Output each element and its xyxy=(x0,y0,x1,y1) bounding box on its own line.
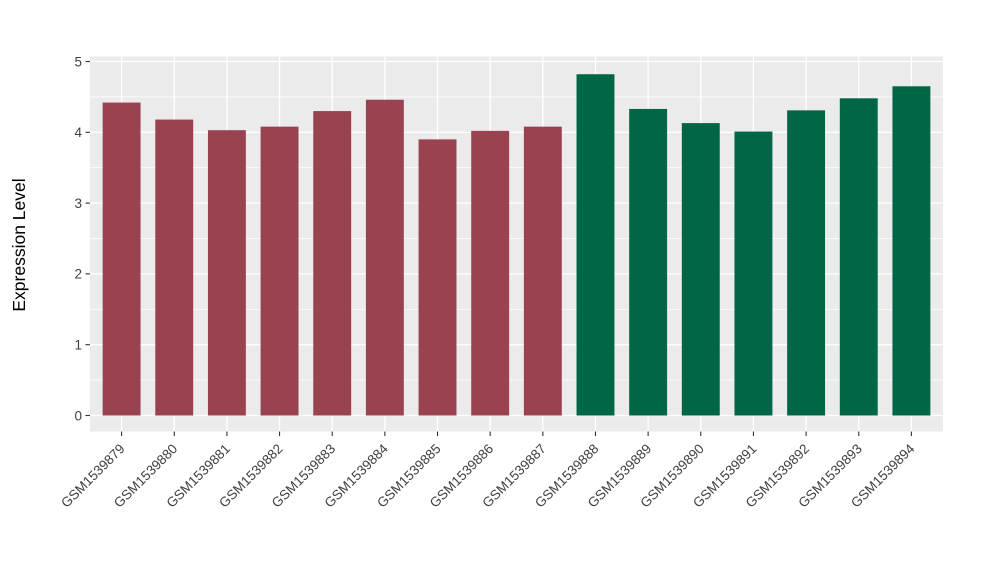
y-tick-label: 4 xyxy=(74,125,82,140)
bar-GSM1539886 xyxy=(471,130,510,416)
bar-GSM1539882 xyxy=(260,126,299,416)
y-tick-label: 2 xyxy=(74,267,82,282)
y-tick-label: 3 xyxy=(74,196,82,211)
bar-GSM1539894 xyxy=(892,86,931,416)
bar-GSM1539890 xyxy=(681,123,720,416)
bar-GSM1539880 xyxy=(155,119,194,416)
bar-GSM1539881 xyxy=(207,130,246,416)
bar-GSM1539883 xyxy=(313,111,352,416)
bar-GSM1539889 xyxy=(629,108,668,416)
bar-GSM1539893 xyxy=(839,98,878,416)
y-tick-label: 0 xyxy=(74,408,82,423)
y-tick-label: 1 xyxy=(74,338,82,353)
bar-GSM1539884 xyxy=(365,99,404,416)
y-axis-title: Expression Level xyxy=(9,178,29,311)
bar-GSM1539885 xyxy=(418,139,457,416)
bar-GSM1539891 xyxy=(734,131,773,416)
bar-GSM1539888 xyxy=(576,74,615,416)
bar-GSM1539879 xyxy=(102,102,141,416)
y-tick-label: 5 xyxy=(74,54,82,69)
bar-GSM1539887 xyxy=(523,126,562,416)
bar-GSM1539892 xyxy=(787,110,826,416)
